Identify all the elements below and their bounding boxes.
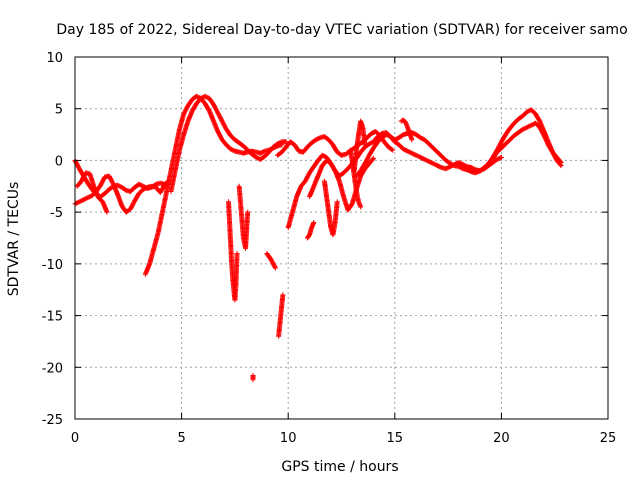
data-point-marker [104,209,110,215]
x-tick-label: 10 [280,431,297,446]
data-point-marker [358,204,364,210]
data-point-marker [557,159,563,165]
data-point-marker [165,179,171,185]
y-axis-label: SDTVAR / TECUs [6,182,22,297]
data-point-marker [162,182,168,188]
chart-title: Day 185 of 2022, Sidereal Day-to-day VTE… [56,22,627,38]
series-track-j-mid [307,155,376,213]
x-tick-label: 20 [493,431,510,446]
data-point-marker [498,154,504,160]
data-point-marker [390,147,396,153]
data-point-marker [166,178,172,184]
data-point-marker [283,139,289,145]
data-point-marker [272,264,278,270]
series-dip-12h [321,178,340,238]
data-point-marker [161,183,167,189]
series-spike-13h [351,118,368,174]
data-point-marker [280,292,286,298]
series-dip-10-11h [304,219,317,241]
series-dip-8h [250,373,256,383]
x-tick-label: 5 [177,431,185,446]
series-track-b-rise [168,93,289,194]
data-point-marker [389,146,395,152]
series-dip-8-9h [264,251,278,271]
gridlines [75,57,608,419]
series-track-e-early [74,170,110,215]
data-point-marker [311,219,317,225]
data-point-marker [409,137,415,143]
axis-ticks: 0 5 10 15 20 25 -25 -20 -15 -10 -5 0 5 10 [42,51,617,446]
series-dip-7-8h [236,183,251,251]
data-point-marker [558,159,564,165]
x-tick-label: 15 [387,431,404,446]
data-point-marker [250,377,256,383]
plot-frame [74,56,609,420]
y-tick-label: 5 [55,103,63,118]
series-spike-15h [398,117,415,143]
series-track-i-late [456,120,564,176]
data-point-marker [370,155,376,161]
x-tick-label: 0 [71,431,79,446]
y-tick-label: -5 [50,206,63,221]
y-tick-label: 0 [55,154,63,169]
data-points [72,93,564,383]
data-point-marker [334,199,340,205]
data-point-marker [497,155,503,161]
data-point-marker [245,209,251,215]
data-point-marker [234,251,240,257]
y-tick-label: -20 [42,361,63,376]
x-tick-label: 25 [600,431,617,446]
y-tick-label: -10 [42,258,63,273]
x-axis-label: GPS time / hours [281,459,398,475]
y-tick-label: -15 [42,310,63,325]
data-point-marker [362,142,368,148]
y-tick-label: -25 [42,413,63,428]
series-dip-9-10h [276,292,286,339]
y-tick-label: 10 [46,51,63,66]
data-point-marker [370,156,376,162]
series-dip-7h [226,199,240,303]
series-dip-13h [347,147,364,210]
data-point-marker [272,265,278,271]
